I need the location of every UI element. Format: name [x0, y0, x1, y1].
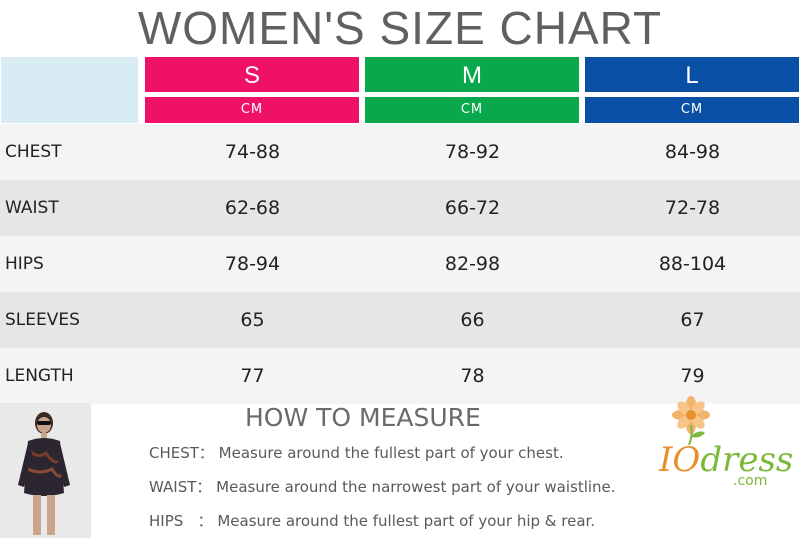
cell-l: 72-78	[664, 197, 721, 219]
brand-domain: .com	[733, 473, 768, 489]
brand-wordmark: IOdress	[659, 440, 794, 480]
size-header-m: M	[365, 57, 579, 92]
size-header-s: S	[145, 57, 359, 92]
cell-l: 84-98	[664, 141, 721, 163]
cell-l: 79	[680, 365, 705, 387]
model-photo	[0, 403, 91, 538]
how-to-measure-heading: HOW TO MEASURE	[245, 403, 481, 432]
row-label: WAIST	[5, 198, 59, 218]
measure-line-hips: HIPS ： Measure around the fullest part o…	[149, 512, 596, 530]
cell-l: 67	[680, 309, 705, 331]
unit-header-s: CM	[145, 97, 359, 123]
cell-m: 78	[460, 365, 485, 387]
cell-m: 66	[460, 309, 485, 331]
table-row-hips: HIPS 78-94 82-98 88-104	[0, 236, 800, 292]
unit-header-l: CM	[585, 97, 799, 123]
cell-m: 78-92	[444, 141, 501, 163]
table-row-waist: WAIST 62-68 66-72 72-78	[0, 180, 800, 236]
cell-m: 66-72	[444, 197, 501, 219]
brand-logo	[655, 395, 785, 495]
header-corner-cell	[1, 57, 138, 123]
row-label: HIPS	[5, 254, 44, 274]
cell-s: 77	[240, 365, 265, 387]
page-title: WOMEN'S SIZE CHART	[137, 2, 663, 54]
row-label: LENGTH	[5, 366, 74, 386]
cell-l: 88-104	[658, 253, 727, 275]
cell-s: 65	[240, 309, 265, 331]
table-row-length: LENGTH 77 78 79	[0, 348, 800, 404]
size-header-l: L	[585, 57, 799, 92]
measure-line-chest: CHEST： Measure around the fullest part o…	[149, 444, 564, 462]
cell-s: 78-94	[224, 253, 281, 275]
row-label: CHEST	[5, 142, 62, 162]
measure-line-waist: WAIST： Measure around the narrowest part…	[149, 478, 616, 496]
cell-s: 62-68	[224, 197, 281, 219]
table-row-sleeves: SLEEVES 65 66 67	[0, 292, 800, 348]
table-row-chest: CHEST 74-88 78-92 84-98	[0, 124, 800, 180]
cell-m: 82-98	[444, 253, 501, 275]
cell-s: 74-88	[224, 141, 281, 163]
row-label: SLEEVES	[5, 310, 80, 330]
unit-header-m: CM	[365, 97, 579, 123]
flower-icon	[672, 396, 710, 446]
